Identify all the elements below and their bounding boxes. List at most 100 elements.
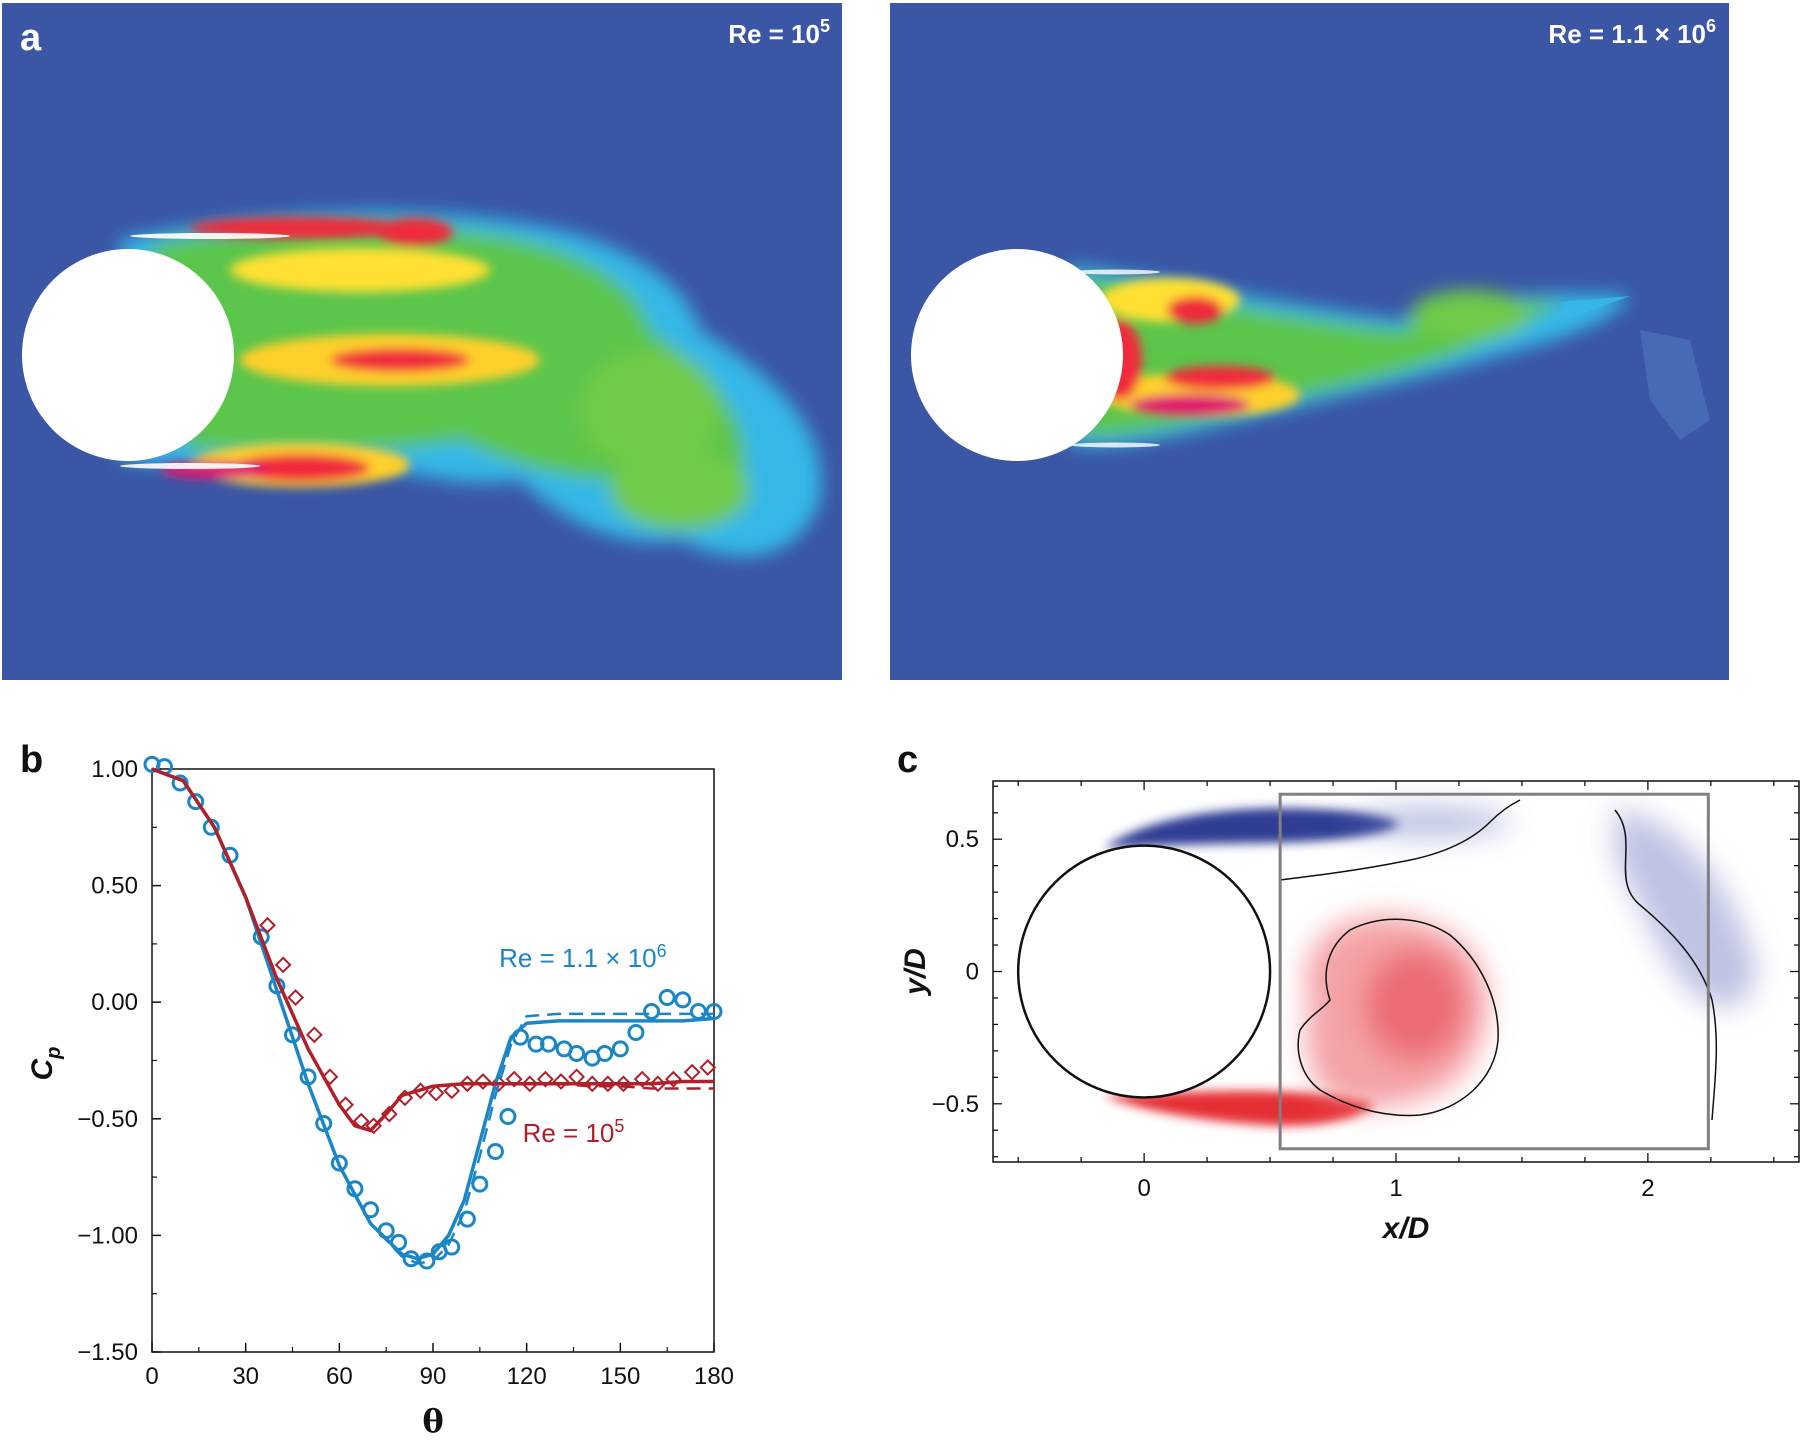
data-point-hi_exp xyxy=(499,1107,517,1125)
x-tick-label: 180 xyxy=(694,1363,734,1390)
panel-b-label: b xyxy=(20,739,43,781)
tail-filament xyxy=(1560,296,1630,318)
left-reynolds-title: Re = 105 xyxy=(728,16,830,49)
series-line-lo_sim xyxy=(151,767,714,1133)
far-wake-patch xyxy=(1640,330,1710,440)
vorticity-chart: 0 1 2 0.5 0 −0.5 x/D y/D xyxy=(899,780,1800,1245)
data-point-hi_exp xyxy=(658,989,676,1007)
shear-lower-white xyxy=(120,463,260,469)
panel-a-left-field: a Re = 105 xyxy=(2,3,842,680)
panel-a-right-field: Re = 1.1 × 106 xyxy=(890,3,1729,680)
data-point-lo_exp xyxy=(274,956,292,974)
series-line-hi_sim_dash xyxy=(151,767,714,1265)
data-point-hi_exp xyxy=(171,774,189,792)
data-point-lo_exp xyxy=(380,1105,398,1123)
shear-upper-blob xyxy=(377,218,453,246)
data-point-hi_exp xyxy=(330,1154,348,1172)
y-tick-label: 0.50 xyxy=(91,873,138,900)
neg-vorticity-layer xyxy=(1104,808,1400,848)
data-point-hi_exp xyxy=(674,991,692,1009)
series-annotation: Re = 105 xyxy=(523,1116,625,1148)
series-annotation-sup: 5 xyxy=(614,1116,624,1136)
data-point-lo_exp xyxy=(615,1075,632,1093)
y-tick-label: 0.5 xyxy=(946,826,979,853)
data-point-hi_exp xyxy=(527,1035,545,1053)
y-axis-label: Cp xyxy=(26,1047,65,1081)
data-point-lo_exp xyxy=(699,1059,717,1076)
x-tick-label: 60 xyxy=(326,1363,353,1390)
data-point-lo_exp xyxy=(474,1073,492,1090)
right-reynolds-prefix: Re = 1.1 × 10 xyxy=(1548,19,1706,49)
data-point-lo_exp xyxy=(633,1070,651,1088)
x-tick-label: 30 xyxy=(232,1363,259,1390)
contour-line-far xyxy=(1614,809,1718,1121)
data-point-hi_exp xyxy=(611,1040,629,1058)
y-tick-label: 0 xyxy=(966,959,979,986)
right-red-mid xyxy=(1165,366,1275,390)
y-tick-label: −0.50 xyxy=(77,1106,138,1133)
x-tick-label: 150 xyxy=(600,1363,640,1390)
data-point-lo_exp xyxy=(583,1075,601,1093)
x-axis-label: θ xyxy=(422,1402,443,1440)
left-reynolds-sup: 5 xyxy=(820,16,830,36)
series-annotation-sup: 6 xyxy=(657,941,667,961)
data-point-hi_exp xyxy=(471,1175,489,1193)
y-axis-label-main: C xyxy=(26,1058,59,1081)
contour-line-upper xyxy=(1279,799,1521,881)
left-reynolds-prefix: Re = 10 xyxy=(728,19,820,49)
data-point-lo_exp xyxy=(259,916,276,934)
data-point-hi_exp xyxy=(643,1003,661,1021)
series-line-lo_sim_dash xyxy=(151,767,714,1132)
data-point-lo_exp xyxy=(287,989,305,1006)
shear-upper-white xyxy=(130,233,290,239)
neg-vorticity-diffuse xyxy=(1350,808,1510,836)
measurement-window-box xyxy=(1278,792,1710,1151)
data-point-hi_exp xyxy=(315,1114,333,1132)
x-tick-label: 90 xyxy=(420,1363,447,1390)
data-point-lo_exp xyxy=(458,1075,476,1093)
data-point-lo_exp xyxy=(683,1063,701,1081)
right-red-upper xyxy=(1167,296,1223,324)
pos-vorticity-core xyxy=(1365,950,1465,1060)
cylinder-left xyxy=(22,249,234,461)
y-tick-label: 1.00 xyxy=(91,756,138,783)
data-point-lo_exp xyxy=(521,1075,539,1093)
cylinder-outline xyxy=(1016,844,1272,1099)
data-point-hi_exp xyxy=(627,1024,645,1042)
panel-a-label: a xyxy=(20,17,42,59)
x-tick-label: 1 xyxy=(1389,1175,1402,1202)
data-point-hi_exp xyxy=(689,1003,707,1021)
data-point-hi_exp xyxy=(540,1035,558,1053)
data-point-hi_exp xyxy=(486,1142,504,1160)
wake-green-tail xyxy=(1410,290,1530,340)
series-annotation-prefix: Re = 1.1 × 10 xyxy=(499,943,657,973)
panel-c-label: c xyxy=(897,739,918,781)
shear-lower-red xyxy=(230,454,370,482)
y-tick-label: −1.00 xyxy=(77,1222,138,1249)
data-point-lo_exp xyxy=(664,1070,682,1088)
cp-chart: 0 30 60 90 120 150 180 1.00 0.50 0.00 −0.50 −1.00 −1… xyxy=(26,755,734,1440)
y-tick-label: −1.50 xyxy=(77,1339,138,1366)
right-reynolds-sup: 6 xyxy=(1706,16,1716,36)
vorticity-field xyxy=(1104,799,1756,1126)
x-tick-label: 0 xyxy=(1137,1175,1150,1202)
contour-line-bubble xyxy=(1297,918,1499,1117)
y-tick-label: 0.00 xyxy=(91,989,138,1016)
x-tick-label: 120 xyxy=(507,1363,547,1390)
series-annotation-prefix: Re = 10 xyxy=(523,1118,615,1148)
data-point-hi_exp xyxy=(596,1045,614,1063)
data-point-lo_exp xyxy=(505,1070,523,1088)
y-axis-label-sub: p xyxy=(43,1047,65,1060)
data-point-hi_exp xyxy=(187,793,205,811)
right-shear-upper xyxy=(1070,269,1160,275)
cylinder-right xyxy=(911,249,1123,461)
data-point-lo_exp xyxy=(443,1082,461,1100)
right-shear-lower xyxy=(1070,442,1160,448)
data-point-lo_exp xyxy=(552,1073,570,1090)
wake-green-blob-lower xyxy=(610,450,750,530)
data-point-lo_exp xyxy=(427,1084,445,1102)
wake-green-blob-right xyxy=(580,350,720,470)
data-point-lo_exp xyxy=(305,1026,323,1044)
right-reynolds-title: Re = 1.1 × 106 xyxy=(1548,16,1716,49)
series-annotation: Re = 1.1 × 106 xyxy=(499,941,667,973)
